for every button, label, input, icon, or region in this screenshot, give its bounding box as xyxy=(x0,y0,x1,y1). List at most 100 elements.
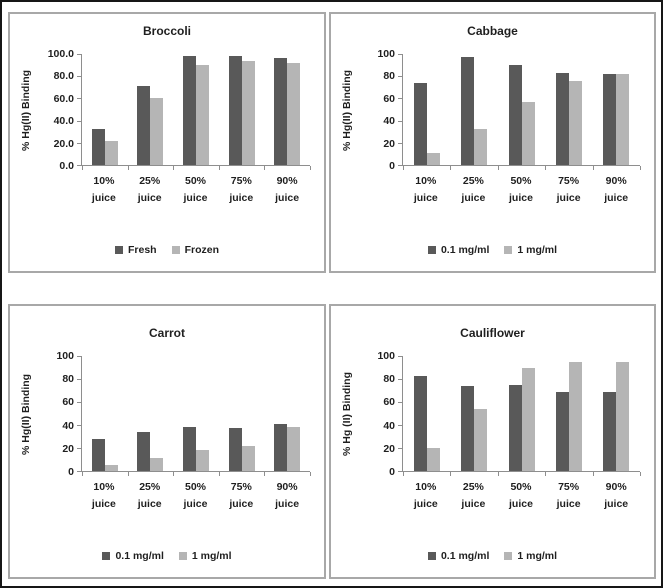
bar-group xyxy=(82,54,128,165)
y-axis-tick-mark xyxy=(398,402,402,403)
bar-group xyxy=(403,356,450,471)
y-axis-tick-mark xyxy=(77,425,81,426)
bar-group xyxy=(219,54,265,165)
y-axis-label: % Hg (II) Binding xyxy=(341,372,353,456)
x-axis-tick-mark xyxy=(127,166,129,170)
x-axis-category-line1: 25% xyxy=(139,481,161,493)
x-axis-tick-mark xyxy=(82,166,83,170)
y-axis-tick-mark xyxy=(398,98,402,100)
chart-panel-cabbage: Cabbage % Hg(II) Binding 0 20 40 60 80 100 10% ju… xyxy=(329,12,656,273)
legend-item: 1 mg/ml xyxy=(504,550,557,562)
bar-group xyxy=(128,54,174,165)
bar-series2 xyxy=(474,408,488,471)
bar-series2 xyxy=(150,458,164,471)
y-axis-tick-mark xyxy=(77,471,81,472)
x-axis-category-line2: juice xyxy=(137,498,162,510)
y-axis-tick-mark xyxy=(398,76,402,78)
y-axis-tick-mark xyxy=(398,379,402,380)
x-axis-category-line2: juice xyxy=(91,498,116,510)
legend-item: 0.1 mg/ml xyxy=(427,244,489,256)
bar-series1 xyxy=(555,72,569,165)
legend-swatch-icon xyxy=(504,552,513,560)
bar-series2 xyxy=(195,65,209,165)
x-axis-labels: 10% juice 25% juice 50% juice 75% juice 90% juice xyxy=(402,479,640,513)
chart-title: Carrot xyxy=(148,326,185,340)
bar-groups xyxy=(403,54,640,165)
x-axis-category: 75% juice xyxy=(545,173,593,207)
bar-series1 xyxy=(274,423,288,471)
x-axis-tick-mark xyxy=(497,166,499,170)
x-axis-tick-mark xyxy=(640,166,641,170)
legend-swatch-icon xyxy=(114,246,123,254)
bar-series1 xyxy=(182,56,196,165)
legend-item: 1 mg/ml xyxy=(178,550,232,562)
legend-swatch-icon xyxy=(427,246,436,254)
bar-group xyxy=(264,356,310,471)
bar-series1 xyxy=(555,391,569,471)
legend-item: Frozen xyxy=(171,244,219,256)
chart-title: Cauliflower xyxy=(460,326,525,340)
y-axis-tick-label: 20 xyxy=(383,442,395,455)
bar-series1 xyxy=(461,57,475,165)
bar-groups xyxy=(403,356,640,471)
chart-title: Broccoli xyxy=(142,24,191,38)
y-axis-tick-labels: 0 20 40 60 80 100 xyxy=(356,48,402,172)
x-axis-category-line1: 90% xyxy=(605,481,627,493)
bar-series1 xyxy=(91,438,105,471)
x-axis-category: 10% juice xyxy=(81,173,127,207)
x-axis-tick-mark xyxy=(545,166,547,170)
x-axis-category-line1: 90% xyxy=(276,175,298,187)
y-axis-tick-label: 100 xyxy=(56,350,74,362)
y-axis-label: % Hg(II) Binding xyxy=(20,69,32,151)
y-axis-tick-label: 0 xyxy=(389,160,395,172)
bar-series2 xyxy=(150,98,164,165)
bar-group xyxy=(173,356,219,471)
x-axis-category-line1: 75% xyxy=(558,481,580,493)
legend-label: 1 mg/ml xyxy=(517,550,558,562)
y-axis-tick-label: 0.0 xyxy=(59,160,74,172)
y-axis-tick-label: 0 xyxy=(68,466,74,478)
y-axis-tick-mark xyxy=(398,142,402,144)
bar-group xyxy=(498,54,545,165)
x-axis-category: 25% juice xyxy=(127,173,173,207)
y-axis-tick-mark xyxy=(77,120,81,122)
x-axis-labels: 10% juice 25% juice 50% juice 75% juice 90% juice xyxy=(81,479,310,513)
y-axis-tick-mark xyxy=(77,142,81,144)
y-axis-tick-label: 60.0 xyxy=(53,92,74,105)
bar-series1 xyxy=(603,391,617,471)
bar-series2 xyxy=(287,62,301,165)
bar-series2 xyxy=(426,448,440,471)
bar-series2 xyxy=(287,427,301,471)
y-axis-tick-label: 100 xyxy=(377,48,395,60)
legend-label: Frozen xyxy=(184,244,219,256)
x-axis-category-line2: juice xyxy=(556,498,581,510)
y-axis-tick-label: 40 xyxy=(383,419,395,432)
legend-item: 0.1 mg/ml xyxy=(102,550,164,562)
bar-series1 xyxy=(508,65,522,165)
legend: 0.1 mg/ml 1 mg/ml xyxy=(331,550,654,562)
x-axis-category-line1: 50% xyxy=(184,481,206,493)
y-axis-tick-label: 20.0 xyxy=(53,137,74,150)
x-axis-category-line1: 75% xyxy=(230,481,252,493)
bar-series1 xyxy=(91,129,105,165)
x-axis-category: 25% juice xyxy=(450,479,498,513)
x-axis-category-line2: juice xyxy=(137,192,162,204)
y-axis-tick-label: 60 xyxy=(383,92,395,105)
x-axis-category: 25% juice xyxy=(127,479,173,513)
chart-panel-broccoli: Broccoli % Hg(II) Binding 0.0 20.0 40.0 60.0 8… xyxy=(8,12,326,273)
bar-series2 xyxy=(521,101,535,165)
legend-swatch-icon xyxy=(171,246,180,254)
x-axis-tick-mark xyxy=(310,472,311,476)
x-axis-tick-mark xyxy=(450,166,452,170)
legend: 0.1 mg/ml 1 mg/ml xyxy=(10,550,324,562)
bar-series1 xyxy=(228,56,242,165)
y-axis-tick-label: 40 xyxy=(383,115,395,128)
y-axis-tick-label: 0 xyxy=(389,466,395,478)
chart-body: % Hg(II) Binding 0 20 40 60 80 100 xyxy=(331,48,654,172)
x-axis-category-line2: juice xyxy=(91,192,116,204)
x-axis-category-line1: 50% xyxy=(184,175,206,187)
bar-group xyxy=(593,54,640,165)
bar-series1 xyxy=(137,431,151,471)
bar-series1 xyxy=(137,86,151,165)
x-axis-category-line1: 25% xyxy=(462,175,484,187)
